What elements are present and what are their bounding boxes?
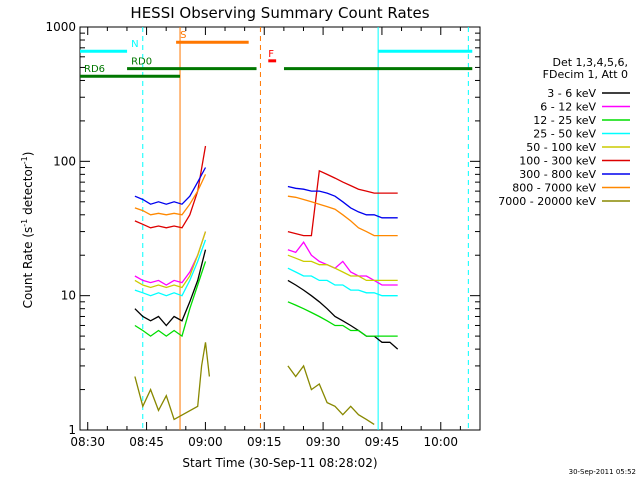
plot-frame xyxy=(79,26,481,431)
series-line-4-1 xyxy=(287,254,398,282)
y-tick-label-0: 1 xyxy=(68,423,76,437)
legend: Det 1,3,4,5,6, FDecim 1, Att 0 3 - 6 keV… xyxy=(498,56,630,208)
state-label-f: F xyxy=(268,49,274,60)
series-line-1-0 xyxy=(134,231,207,286)
y-tick-label-2: 100 xyxy=(53,154,76,168)
series-line-4-0 xyxy=(134,231,207,289)
chart-title: HESSI Observing Summary Count Rates xyxy=(130,4,429,22)
y-tick-label-1: 10 xyxy=(61,289,76,303)
state-label-n: N xyxy=(131,39,138,50)
legend-label-1: 6 - 12 keV xyxy=(540,101,596,114)
legend-header-decimation: FDecim 1, Att 0 xyxy=(543,68,628,81)
x-tick-label-2: 09:00 xyxy=(188,435,223,449)
state-label-rd0: RD0 xyxy=(131,57,152,68)
series-line-7-0 xyxy=(134,174,207,216)
series-line-8-1 xyxy=(287,364,375,425)
state-bars: N RD0 RD6 S F xyxy=(80,30,473,78)
x-tick-label-1: 08:45 xyxy=(129,435,164,449)
x-tick-label-6: 10:00 xyxy=(423,435,458,449)
y-tick-label-3: 1000 xyxy=(45,20,76,34)
series-line-6-1 xyxy=(287,185,398,219)
series-line-0-1 xyxy=(287,279,399,350)
x-tick-label-3: 09:15 xyxy=(247,435,282,449)
legend-label-6: 300 - 800 keV xyxy=(519,168,596,181)
y-axis: 1 10 100 1000 xyxy=(45,20,480,437)
state-label-s: S xyxy=(180,30,186,41)
series-line-5-0 xyxy=(134,145,207,229)
series-line-5-1 xyxy=(287,169,398,237)
legend-label-0: 3 - 6 keV xyxy=(547,87,596,100)
series-line-7-1 xyxy=(287,195,398,237)
legend-label-8: 7000 - 20000 keV xyxy=(498,195,596,208)
series-line-8-0 xyxy=(134,342,211,421)
legend-label-4: 50 - 100 keV xyxy=(526,141,596,154)
legend-label-2: 12 - 25 keV xyxy=(533,114,596,127)
y-axis-label: Count Rate (s-1 detector-1) xyxy=(20,152,35,309)
x-axis: 08:30 08:45 09:00 09:15 09:30 09:45 10:00 xyxy=(70,27,461,449)
series-line-0-0 xyxy=(134,249,207,327)
legend-header-detectors: Det 1,3,4,5,6, xyxy=(552,56,628,69)
legend-label-5: 100 - 300 keV xyxy=(519,155,596,168)
x-tick-label-0: 08:30 xyxy=(70,435,105,449)
series-line-1-1 xyxy=(287,241,398,286)
series-line-3-0 xyxy=(134,239,207,297)
state-label-rd6: RD6 xyxy=(84,64,105,75)
series-line-2-1 xyxy=(287,301,398,337)
x-tick-label-4: 09:30 xyxy=(306,435,341,449)
series-line-3-1 xyxy=(287,267,398,297)
legend-label-7: 800 - 7000 keV xyxy=(512,182,596,195)
data-series xyxy=(134,145,399,425)
series-line-6-0 xyxy=(134,167,207,205)
footer-timestamp: 30-Sep-2011 05:52 xyxy=(569,468,636,476)
x-tick-label-5: 09:45 xyxy=(365,435,400,449)
legend-label-3: 25 - 50 keV xyxy=(533,128,596,141)
x-axis-label: Start Time (30-Sep-11 08:28:02) xyxy=(182,456,377,470)
series-line-2-0 xyxy=(134,261,207,338)
state-vertical-lines xyxy=(142,27,469,430)
